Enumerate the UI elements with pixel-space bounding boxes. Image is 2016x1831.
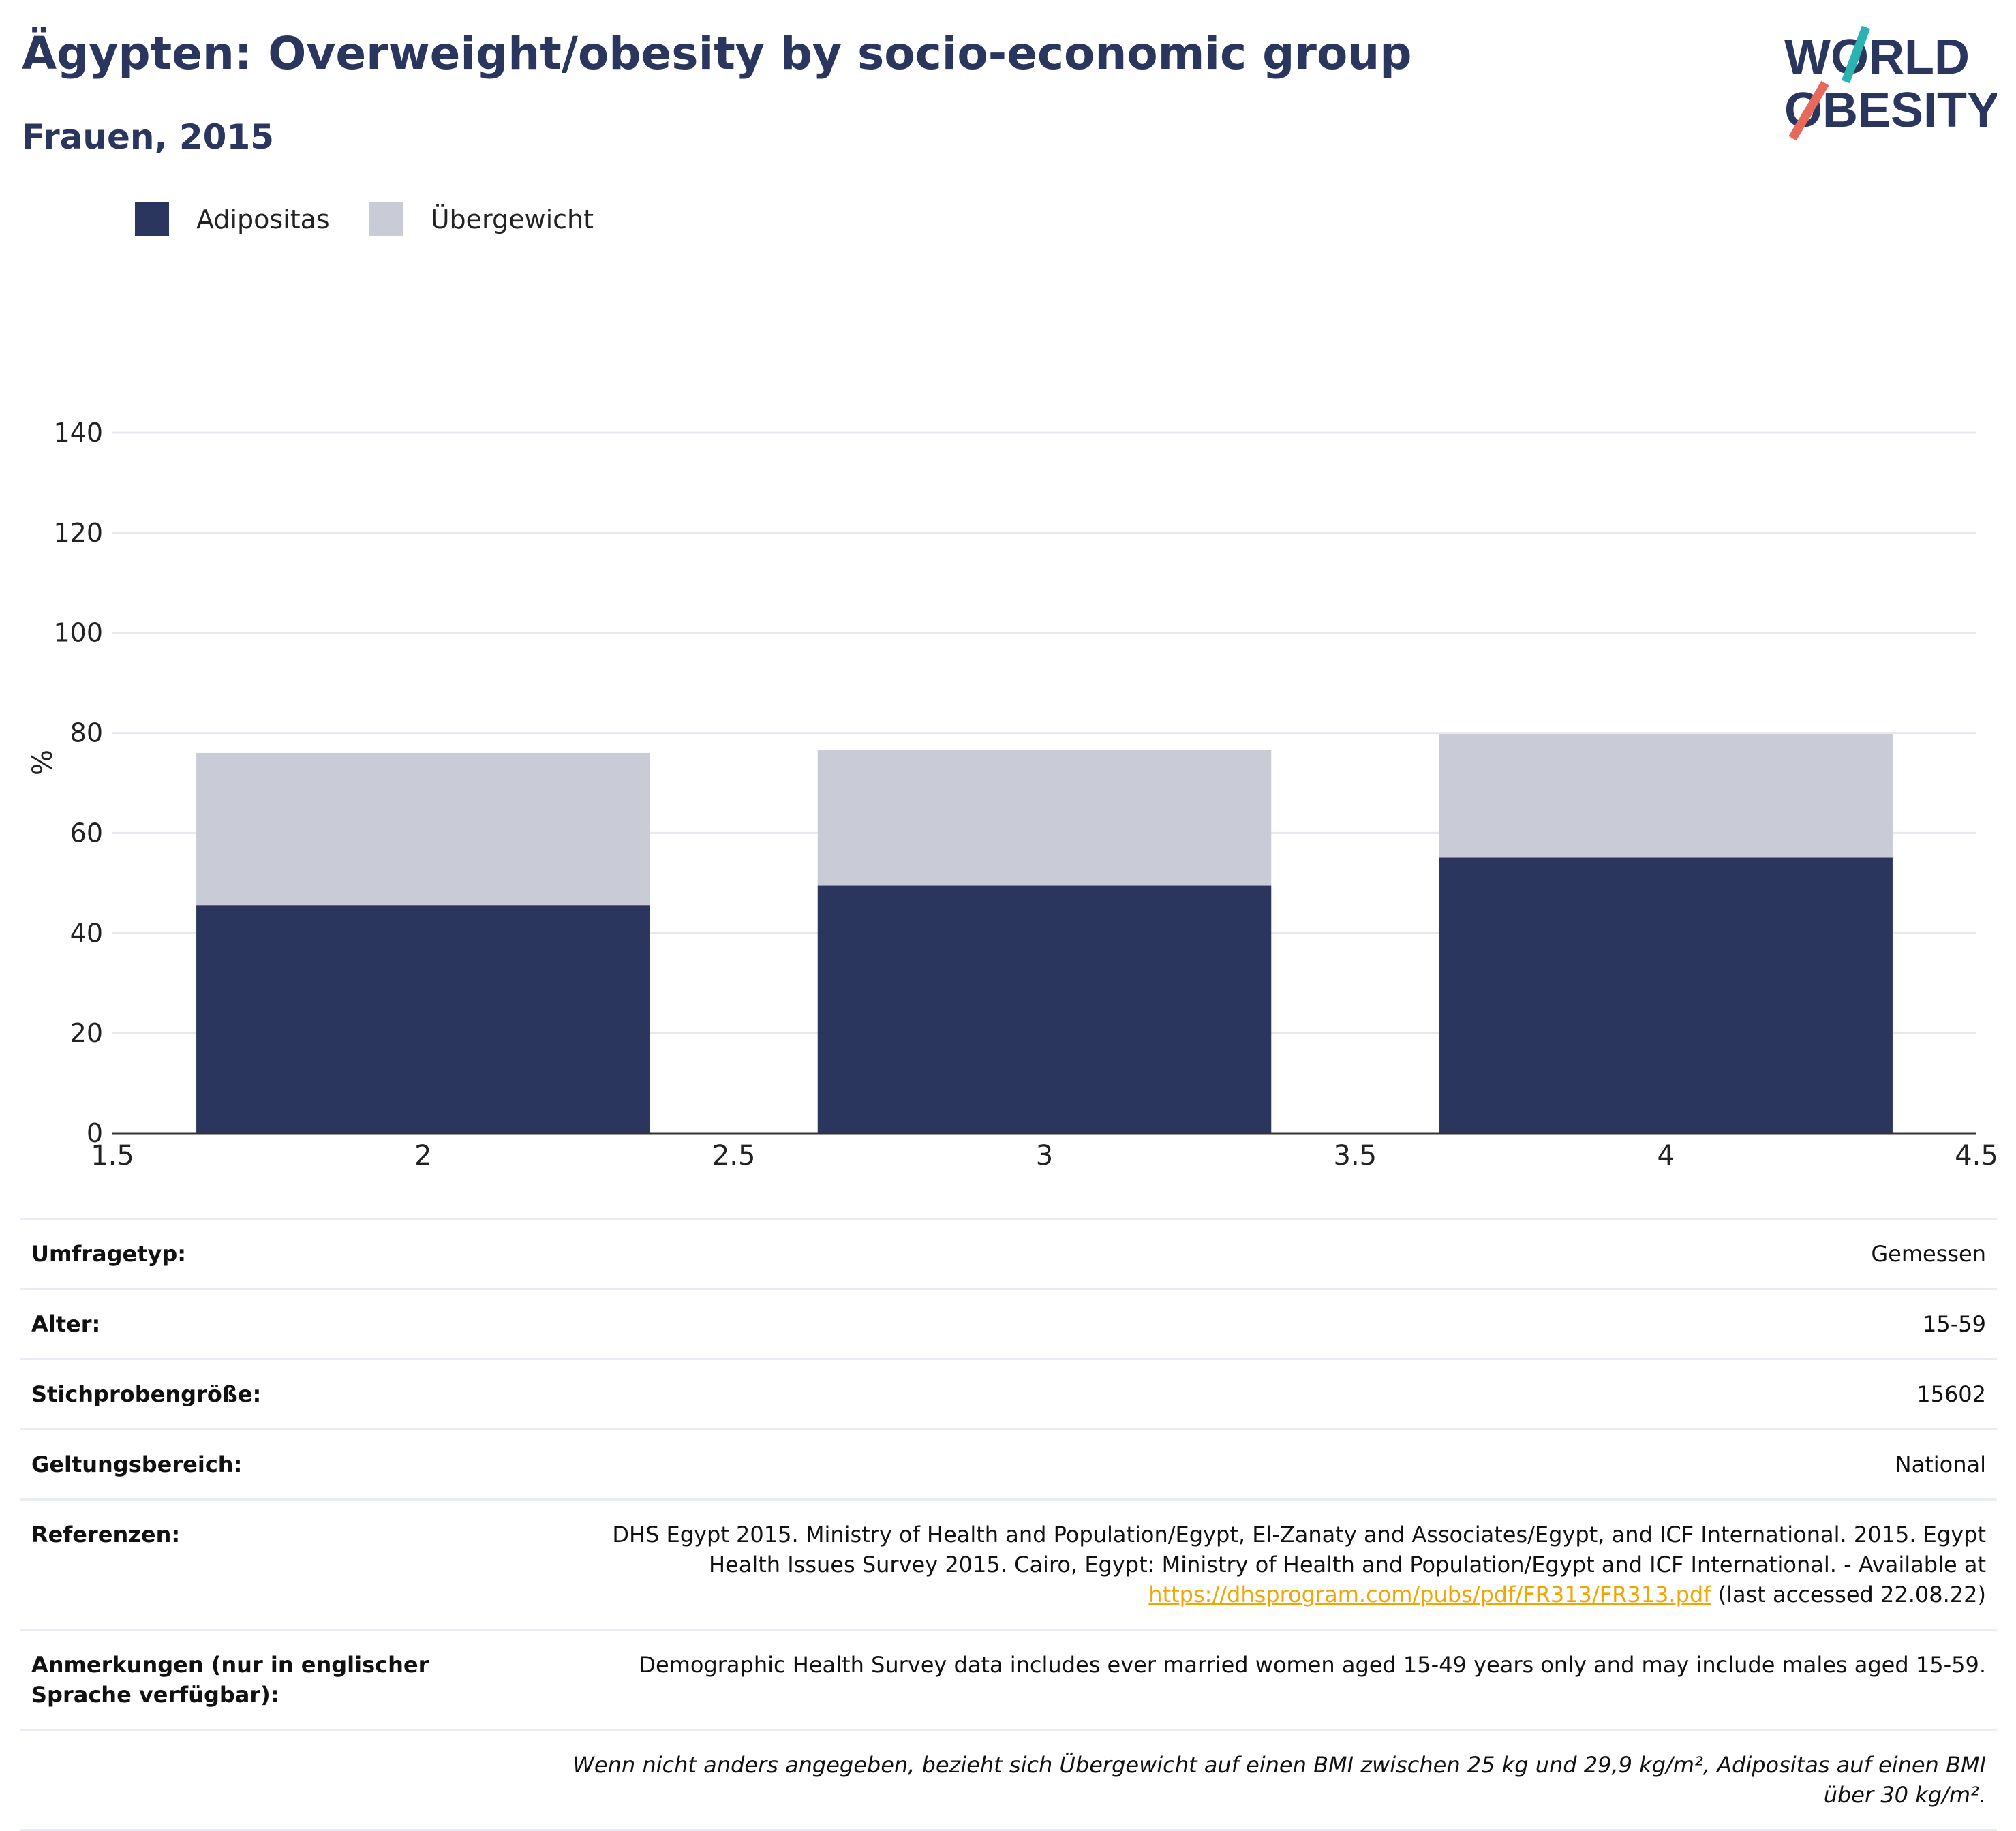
info-value: 15602 [533,1358,1997,1430]
bar-adipositas [817,885,1272,1133]
y-tick-label: 20 [70,1018,103,1048]
x-tick-label: 2.5 [712,1140,756,1171]
info-table: Umfragetyp: Gemessen Alter: 15-59 Stichp… [20,1218,1997,1831]
logo-line1: WORLD [1784,30,1970,84]
bar-chart: 0 20 40 60 80 100 120 140 1.5 2 2.5 3 3.5 4 4.5% [27,418,1998,1171]
info-key: Referenzen: [20,1498,533,1630]
info-value: National [533,1428,1997,1500]
info-row-references: Referenzen: DHS Egypt 2015. Ministry of … [20,1498,1997,1630]
bar-uebergewicht [196,752,650,906]
y-tick-label: 80 [70,718,103,748]
legend-item-uebergewicht[interactable]: Übergewicht [369,202,594,236]
x-tick-label: 4 [1657,1140,1674,1171]
logo-slash-teal [1841,26,1871,84]
references-text: DHS Egypt 2015. Ministry of Health and P… [612,1522,1986,1578]
footnote-text: Wenn nicht anders angegeben, bezieht sic… [533,1729,1997,1831]
legend-swatch-adipositas [135,202,169,236]
chart-title: Ägypten: Overweight/obesity by socio-eco… [22,27,1412,80]
legend-label-adipositas: Adipositas [196,204,330,234]
y-axis-label: % [27,750,59,775]
y-tick-label: 140 [53,418,103,448]
x-tick-label: 4.5 [1955,1140,1998,1171]
info-key: Anmerkungen (nur in englischer Sprache v… [20,1629,533,1730]
info-value: 15-59 [533,1288,1997,1359]
info-key: Alter: [20,1288,533,1359]
info-value: DHS Egypt 2015. Ministry of Health and P… [533,1498,1997,1630]
info-row-sample-size: Stichprobengröße: 15602 [20,1358,1997,1430]
references-link[interactable]: https://dhsprogram.com/pubs/pdf/FR313/FR… [1148,1582,1711,1607]
x-tick-label: 3.5 [1334,1140,1377,1171]
info-key: Geltungsbereich: [20,1428,533,1500]
chart-legend: Adipositas Übergewicht [135,199,633,240]
references-suffix: (last accessed 22.08.22) [1717,1582,1986,1607]
x-tick-label: 1.5 [91,1140,134,1171]
logo-slash-coral [1788,80,1829,141]
x-tick-label: 3 [1036,1140,1053,1171]
chart-subtitle: Frauen, 2015 [22,117,275,157]
y-tick-label: 100 [53,618,103,648]
legend-label-uebergewicht: Übergewicht [430,204,594,234]
info-row-footnote: Wenn nicht anders angegeben, bezieht sic… [20,1729,1997,1831]
y-tick-label: 60 [70,818,103,848]
bar-adipositas [196,905,650,1133]
world-obesity-logo: WORLD OBESITY [1784,26,1997,141]
legend-swatch-uebergewicht [369,202,403,236]
info-row-survey-type: Umfragetyp: Gemessen [20,1218,1997,1289]
info-row-age: Alter: 15-59 [20,1288,1997,1359]
bar-adipositas [1439,857,1893,1133]
info-key: Stichprobengröße: [20,1358,533,1430]
info-value: Demographic Health Survey data includes … [533,1629,1997,1730]
info-value: Gemessen [533,1218,1997,1289]
info-key: Umfragetyp: [20,1218,533,1289]
y-tick-label: 0 [87,1118,103,1148]
info-row-scope: Geltungsbereich: National [20,1428,1997,1500]
bar-uebergewicht [817,750,1272,886]
bar-uebergewicht [1439,734,1893,858]
info-key [20,1729,533,1831]
y-tick-label: 120 [53,518,103,548]
legend-item-adipositas[interactable]: Adipositas [135,202,330,236]
x-tick-label: 2 [414,1140,431,1171]
y-tick-label: 40 [70,918,103,948]
info-row-notes: Anmerkungen (nur in englischer Sprache v… [20,1629,1997,1730]
